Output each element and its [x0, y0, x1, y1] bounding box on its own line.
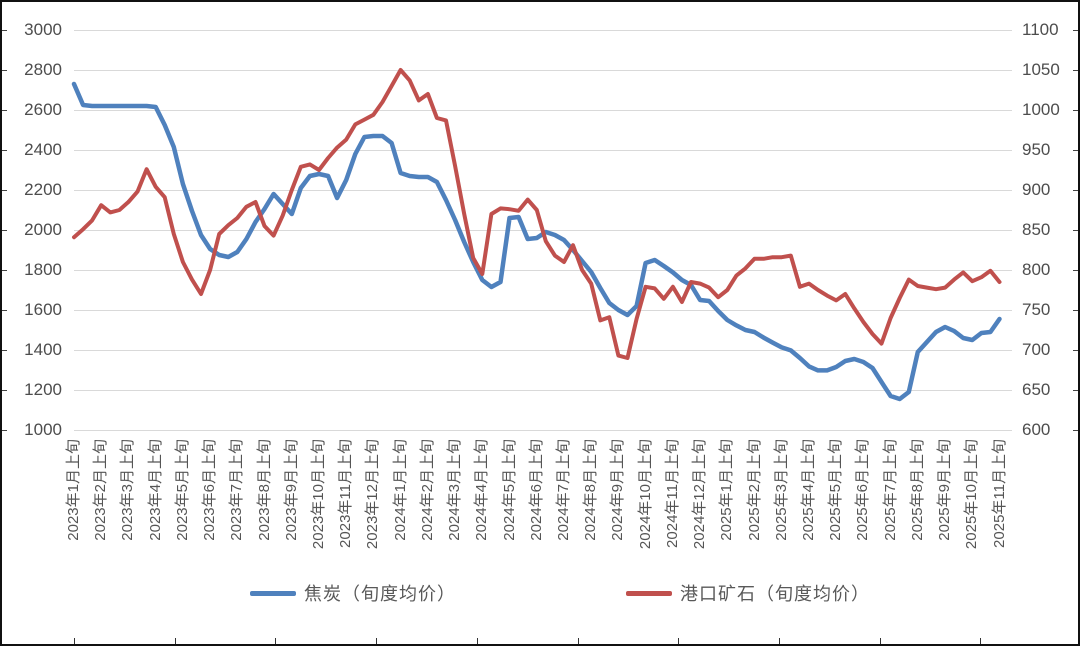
- frame-tick: [2, 230, 7, 231]
- gridline: [74, 430, 1012, 431]
- legend-line-swatch: [250, 590, 296, 596]
- frame-tick: [2, 30, 7, 31]
- left-axis-tick-label: 1000: [24, 420, 62, 439]
- frame-tick: [577, 638, 579, 644]
- gridline: [74, 190, 1012, 191]
- frame-tick: [2, 150, 7, 151]
- gridline: [74, 390, 1012, 391]
- left-axis-tick-label: 1800: [24, 260, 62, 279]
- gridline: [74, 150, 1012, 151]
- frame-tick: [2, 270, 7, 271]
- left-axis-tick-label: 2400: [24, 140, 62, 159]
- frame-tick: [174, 638, 176, 644]
- right-axis-tick-label: 650: [1022, 380, 1051, 399]
- left-axis-tick-label: 2600: [24, 100, 62, 119]
- frame-tick: [376, 638, 378, 644]
- gridline: [74, 30, 1012, 31]
- frame-tick: [2, 190, 7, 191]
- frame-tick: [1073, 230, 1078, 231]
- right-axis-tick-label: 850: [1022, 220, 1051, 239]
- left-axis-tick-label: 2000: [24, 220, 62, 239]
- gridline: [74, 70, 1012, 71]
- frame-tick: [476, 638, 478, 644]
- frame-tick: [879, 638, 881, 644]
- frame-tick: [1073, 70, 1078, 71]
- right-axis-tick-label: 950: [1022, 140, 1051, 159]
- left-axis-tick-label: 1400: [24, 340, 62, 359]
- left-axis-tick-label: 1200: [24, 380, 62, 399]
- left-axis-tick-label: 3000: [24, 20, 62, 39]
- frame-tick: [1073, 110, 1078, 111]
- legend-line-swatch: [626, 590, 672, 596]
- frame-tick: [2, 110, 7, 111]
- legend-label: 港口矿石（旬度均价）: [680, 584, 870, 604]
- frame-tick: [1073, 150, 1078, 151]
- left-axis-tick-label: 1600: [24, 300, 62, 319]
- right-axis-tick-label: 750: [1022, 300, 1051, 319]
- frame-tick: [1073, 390, 1078, 391]
- frame-tick: [778, 638, 780, 644]
- right-axis-tick-label: 1050: [1022, 60, 1060, 79]
- legend-item: 焦炭（旬度均价）: [250, 580, 456, 606]
- right-axis-tick-label: 1000: [1022, 100, 1060, 119]
- frame-tick: [1073, 190, 1078, 191]
- gridline: [74, 310, 1012, 311]
- series-line-ore: [72, 68, 1002, 360]
- right-axis-tick-label: 1100: [1022, 20, 1059, 39]
- frame-tick: [1073, 270, 1078, 271]
- frame-tick: [74, 638, 75, 644]
- frame-tick: [2, 70, 7, 71]
- frame-tick: [2, 390, 7, 391]
- gridline: [74, 110, 1012, 111]
- frame-tick: [1073, 430, 1078, 431]
- left-axis-tick-label: 2800: [24, 60, 62, 79]
- frame-tick: [275, 638, 277, 644]
- right-axis-tick-label: 700: [1022, 340, 1051, 359]
- frame-tick: [2, 350, 7, 351]
- frame-tick: [980, 638, 982, 644]
- frame-tick: [678, 638, 680, 644]
- right-axis-tick-label: 800: [1022, 260, 1051, 279]
- series-line-coke: [71, 81, 1002, 402]
- legend-label: 焦炭（旬度均价）: [304, 584, 456, 604]
- legend-item: 港口矿石（旬度均价）: [626, 580, 870, 606]
- frame-tick: [1073, 350, 1078, 351]
- left-axis-tick-label: 2200: [24, 180, 62, 199]
- legend: 焦炭（旬度均价） 港口矿石（旬度均价）: [2, 580, 1078, 606]
- right-axis-tick-label: 900: [1022, 180, 1051, 199]
- gridline: [74, 350, 1012, 351]
- gridline: [74, 270, 1012, 271]
- frame-tick: [1073, 310, 1078, 311]
- frame-tick: [1073, 30, 1078, 31]
- frame-tick: [2, 310, 7, 311]
- right-axis-tick-label: 600: [1022, 420, 1051, 439]
- frame-tick: [2, 430, 7, 431]
